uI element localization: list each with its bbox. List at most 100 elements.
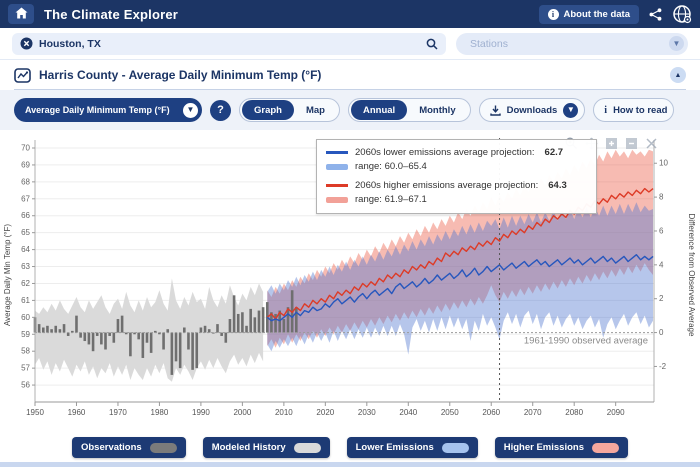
- svg-text:60: 60: [21, 313, 30, 322]
- legend-label: Observations: [80, 442, 142, 453]
- svg-text:69: 69: [21, 160, 30, 169]
- tooltip-lower-projection: 2060s lower emissions average projection…: [326, 147, 587, 158]
- location-search-input[interactable]: [39, 37, 420, 50]
- svg-text:2050: 2050: [441, 408, 459, 417]
- svg-text:58: 58: [21, 347, 30, 356]
- svg-text:2020: 2020: [316, 408, 334, 417]
- help-button[interactable]: ?: [210, 99, 231, 121]
- reset-icon[interactable]: [645, 137, 658, 150]
- svg-text:68: 68: [21, 177, 30, 186]
- svg-text:1980: 1980: [151, 408, 169, 417]
- collapse-panel-button[interactable]: ▲: [670, 67, 686, 83]
- legend-lower-emissions[interactable]: Lower Emissions: [346, 437, 478, 458]
- view-toggle: Graph Map: [239, 98, 340, 122]
- downloads-button[interactable]: Downloads ▼: [478, 98, 586, 122]
- line-chart-icon: [14, 67, 31, 83]
- location-search-box[interactable]: [12, 32, 446, 55]
- higher-band-swatch: [326, 196, 348, 203]
- tab-map[interactable]: Map: [294, 100, 337, 120]
- svg-text:64: 64: [21, 245, 30, 254]
- app-header: The Climate Explorer i About the data: [0, 0, 700, 28]
- legend-swatch: [592, 442, 619, 453]
- search-row: ▼: [0, 28, 700, 60]
- panel-title: Harris County - Average Daily Minimum Te…: [39, 68, 322, 82]
- period-toggle: Annual Monthly: [347, 98, 471, 122]
- about-the-data-button[interactable]: i About the data: [538, 4, 639, 24]
- home-button[interactable]: [8, 4, 34, 24]
- legend-label: Lower Emissions: [355, 442, 434, 453]
- zoom-out-icon[interactable]: [625, 137, 638, 150]
- legend-label: Higher Emissions: [503, 442, 584, 453]
- legend-modeled-history[interactable]: Modeled History: [202, 437, 330, 458]
- tooltip-higher-projection: 2060s higher emissions average projectio…: [326, 180, 587, 191]
- legend-observations[interactable]: Observations: [71, 437, 186, 458]
- how-to-read-label: How to read: [613, 104, 668, 116]
- svg-text:Difference from Observed Avera: Difference from Observed Average: [687, 214, 696, 337]
- tab-monthly[interactable]: Monthly: [407, 100, 467, 120]
- svg-text:1990: 1990: [192, 408, 210, 417]
- chart-legend: Observations Modeled History Lower Emissio…: [0, 433, 700, 462]
- lower-band-swatch: [326, 163, 348, 170]
- svg-text:0: 0: [659, 328, 664, 337]
- footer-strip: [0, 462, 700, 467]
- info-icon: i: [547, 8, 559, 20]
- lower-line-swatch: [326, 151, 348, 154]
- chevron-down-icon: ▼: [563, 102, 579, 118]
- zoom-in-icon[interactable]: [605, 137, 618, 150]
- higher-projection-value: 64.3: [548, 180, 567, 191]
- variable-select[interactable]: Average Daily Minimum Temp (°F) ▼: [14, 98, 202, 122]
- legend-swatch: [441, 442, 469, 453]
- svg-text:1961-1990 observed average: 1961-1990 observed average: [524, 336, 648, 347]
- svg-text:67: 67: [21, 194, 30, 203]
- svg-text:10: 10: [659, 159, 668, 168]
- svg-text:57: 57: [21, 364, 30, 373]
- svg-text:Average Daily Min Temp (°F): Average Daily Min Temp (°F): [3, 224, 12, 326]
- svg-text:6: 6: [659, 226, 664, 235]
- svg-text:2070: 2070: [524, 408, 542, 417]
- svg-text:59: 59: [21, 330, 30, 339]
- svg-text:65: 65: [21, 228, 30, 237]
- svg-text:2090: 2090: [607, 408, 625, 417]
- stations-select[interactable]: ▼: [456, 32, 688, 55]
- search-icon[interactable]: [426, 38, 438, 50]
- legend-swatch: [293, 442, 321, 453]
- app-title: The Climate Explorer: [44, 6, 179, 22]
- clear-location-icon[interactable]: [20, 37, 33, 50]
- svg-text:2030: 2030: [358, 408, 376, 417]
- globe-settings-icon[interactable]: [672, 4, 692, 24]
- higher-line-swatch: [326, 184, 348, 187]
- svg-text:2: 2: [659, 294, 664, 303]
- svg-text:8: 8: [659, 193, 664, 202]
- chevron-down-icon: ▼: [669, 36, 684, 51]
- svg-text:61: 61: [21, 296, 30, 305]
- about-the-data-label: About the data: [563, 8, 631, 20]
- legend-higher-emissions[interactable]: Higher Emissions: [494, 437, 628, 458]
- svg-text:4: 4: [659, 260, 664, 269]
- chevron-down-icon: ▼: [183, 102, 198, 118]
- header-actions: i About the data: [538, 4, 693, 24]
- download-icon: [489, 105, 501, 116]
- tab-annual[interactable]: Annual: [350, 100, 408, 120]
- svg-text:1960: 1960: [68, 408, 86, 417]
- legend-label: Modeled History: [211, 442, 286, 453]
- tab-graph[interactable]: Graph: [242, 100, 294, 120]
- panel-title-row: Harris County - Average Daily Minimum Te…: [0, 60, 700, 90]
- controls-row: Average Daily Minimum Temp (°F) ▼ ? Grap…: [0, 90, 700, 130]
- panel-divider: [14, 89, 686, 90]
- svg-text:2010: 2010: [275, 408, 293, 417]
- legend-swatch: [149, 442, 177, 453]
- tooltip-higher-range: range: 61.9–67.1: [326, 194, 587, 205]
- tooltip-lower-range: range: 60.0–65.4: [326, 161, 587, 172]
- svg-text:2080: 2080: [565, 408, 583, 417]
- projection-tooltip: 2060s lower emissions average projection…: [316, 139, 597, 214]
- svg-text:2040: 2040: [399, 408, 417, 417]
- svg-text:66: 66: [21, 211, 30, 220]
- svg-text:62: 62: [21, 279, 30, 288]
- svg-text:2000: 2000: [233, 408, 251, 417]
- info-icon: i: [604, 104, 608, 116]
- how-to-read-button[interactable]: i How to read: [593, 98, 675, 122]
- stations-input[interactable]: [470, 37, 669, 50]
- share-icon[interactable]: [649, 7, 662, 21]
- downloads-label: Downloads: [506, 104, 558, 116]
